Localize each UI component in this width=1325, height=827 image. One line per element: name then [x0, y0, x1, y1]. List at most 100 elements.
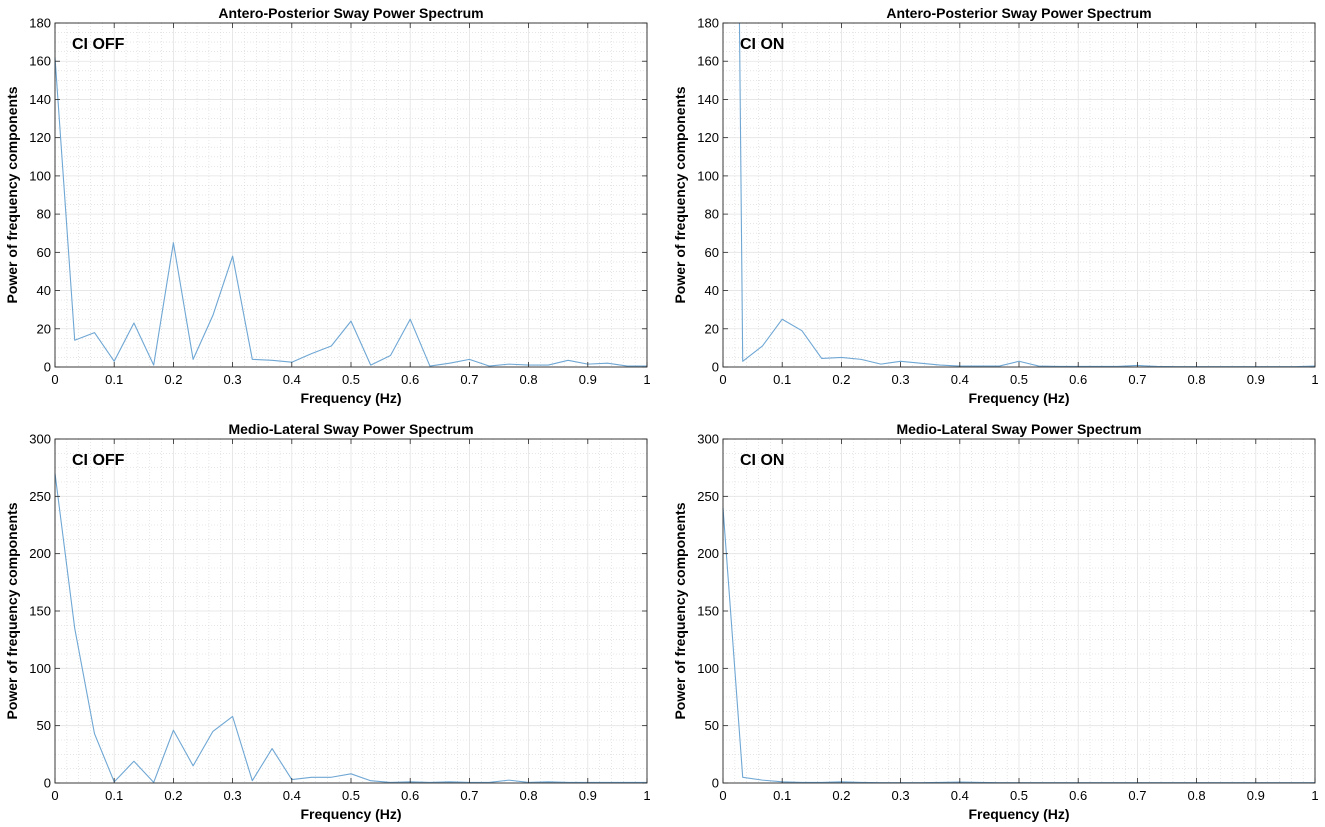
panel-ap-ci-on: 0 0.1 0.2 0.3 0.4 0.5 0.6 0.7 0.8 0.9 1 0 20 40 60 80 10… — [672, 5, 1319, 406]
x-axis-label: Frequency (Hz) — [300, 390, 401, 406]
y-tick-label: 100 — [29, 661, 51, 676]
condition-annotation: CI OFF — [72, 452, 125, 469]
x-tick-label: 1 — [643, 788, 650, 803]
y-tick-label: 300 — [697, 432, 719, 447]
y-tick-label: 120 — [29, 130, 51, 145]
y-tick-label: 200 — [697, 546, 719, 561]
y-tick-label: 100 — [697, 661, 719, 676]
x-tick-label: 0.8 — [520, 372, 538, 387]
y-tick-label: 0 — [44, 776, 51, 791]
x-tick-label: 0.6 — [1069, 372, 1087, 387]
x-tick-label: 0.9 — [1247, 788, 1265, 803]
y-tick-label: 0 — [712, 360, 719, 375]
x-tick-label: 0.6 — [1069, 788, 1087, 803]
series-line — [54, 473, 647, 783]
y-tick-label: 160 — [697, 54, 719, 69]
y-axis-label: Power of frequency components — [4, 502, 20, 719]
x-tick-label: 0.7 — [1128, 788, 1146, 803]
chart-title: Medio-Lateral Sway Power Spectrum — [228, 421, 473, 437]
x-tick-label: 0.2 — [832, 788, 850, 803]
x-tick-label: 0.8 — [1188, 372, 1206, 387]
y-axis-label: Power of frequency components — [4, 86, 20, 303]
chart-title: Medio-Lateral Sway Power Spectrum — [896, 421, 1141, 437]
x-tick-label: 0.5 — [342, 788, 360, 803]
panel-ml-ci-off: 0 0.1 0.2 0.3 0.4 0.5 0.6 0.7 0.8 0.9 1 0 50 100 150 20… — [4, 421, 651, 822]
x-tick-label: 0.5 — [1010, 788, 1028, 803]
x-tick-label: 1 — [1311, 788, 1318, 803]
y-tick-label: 180 — [29, 16, 51, 31]
y-tick-label: 250 — [697, 489, 719, 504]
y-axis-label: Power of frequency components — [672, 86, 688, 303]
x-tick-label: 0.1 — [773, 788, 791, 803]
x-tick-label: 0.4 — [951, 372, 969, 387]
y-tick-label: 50 — [37, 718, 51, 733]
y-tick-label: 150 — [697, 604, 719, 619]
condition-annotation: CI OFF — [72, 36, 125, 53]
x-tick-label: 0.9 — [579, 372, 597, 387]
y-tick-label: 50 — [705, 718, 719, 733]
y-tick-label: 200 — [29, 546, 51, 561]
x-tick-label: 0.4 — [283, 372, 301, 387]
x-tick-label: 0.9 — [579, 788, 597, 803]
y-tick-label: 80 — [37, 207, 51, 222]
x-tick-label: 0.1 — [105, 372, 123, 387]
x-tick-label: 0.3 — [892, 788, 910, 803]
x-axis-label: Frequency (Hz) — [968, 806, 1069, 822]
x-tick-label: 0.7 — [460, 788, 478, 803]
x-tick-label: 0.2 — [832, 372, 850, 387]
x-tick-label: 0 — [51, 372, 58, 387]
x-tick-label: 0.5 — [1010, 372, 1028, 387]
x-tick-label: 0 — [719, 372, 726, 387]
y-tick-label: 40 — [705, 283, 719, 298]
y-tick-label: 0 — [712, 776, 719, 791]
x-tick-label: 1 — [1311, 372, 1318, 387]
series-line — [54, 57, 647, 367]
y-tick-label: 20 — [705, 321, 719, 336]
y-tick-label: 150 — [29, 604, 51, 619]
y-tick-label: 300 — [29, 432, 51, 447]
x-tick-label: 0.3 — [224, 372, 242, 387]
y-tick-label: 0 — [44, 360, 51, 375]
y-tick-label: 140 — [697, 92, 719, 107]
x-tick-label: 0.7 — [1128, 372, 1146, 387]
chart-title: Antero-Posterior Sway Power Spectrum — [886, 5, 1151, 21]
x-tick-label: 0.3 — [892, 372, 910, 387]
y-axis-label: Power of frequency components — [672, 502, 688, 719]
x-axis-label: Frequency (Hz) — [968, 390, 1069, 406]
panel-ap-ci-off: 0 0.1 0.2 0.3 0.4 0.5 0.6 0.7 0.8 0.9 1 0 20 40 60 80 10… — [4, 5, 651, 406]
x-tick-label: 0 — [51, 788, 58, 803]
x-tick-label: 0.2 — [164, 788, 182, 803]
x-tick-label: 0 — [719, 788, 726, 803]
y-tick-label: 120 — [697, 130, 719, 145]
y-tick-label: 40 — [37, 283, 51, 298]
x-tick-label: 0.5 — [342, 372, 360, 387]
x-tick-label: 0.3 — [224, 788, 242, 803]
x-tick-label: 0.7 — [460, 372, 478, 387]
chart-title: Antero-Posterior Sway Power Spectrum — [218, 5, 483, 21]
x-tick-label: 0.6 — [401, 372, 419, 387]
x-tick-label: 0.2 — [164, 372, 182, 387]
y-tick-label: 180 — [697, 16, 719, 31]
condition-annotation: CI ON — [740, 452, 784, 469]
x-tick-label: 0.1 — [773, 372, 791, 387]
condition-annotation: CI ON — [740, 36, 784, 53]
x-tick-label: 0.9 — [1247, 372, 1265, 387]
y-tick-label: 20 — [37, 321, 51, 336]
y-tick-label: 160 — [29, 54, 51, 69]
x-tick-label: 1 — [643, 372, 650, 387]
x-tick-label: 0.6 — [401, 788, 419, 803]
y-tick-label: 60 — [37, 245, 51, 260]
x-tick-label: 0.1 — [105, 788, 123, 803]
x-tick-label: 0.8 — [520, 788, 538, 803]
x-tick-label: 0.8 — [1188, 788, 1206, 803]
panel-ml-ci-on: 0 0.1 0.2 0.3 0.4 0.5 0.6 0.7 0.8 0.9 1 0 50 100 150 20… — [672, 421, 1319, 822]
y-tick-label: 80 — [705, 207, 719, 222]
y-tick-label: 100 — [29, 168, 51, 183]
y-tick-label: 60 — [705, 245, 719, 260]
x-tick-label: 0.4 — [951, 788, 969, 803]
y-tick-label: 100 — [697, 168, 719, 183]
x-tick-label: 0.4 — [283, 788, 301, 803]
y-tick-label: 140 — [29, 92, 51, 107]
x-axis-label: Frequency (Hz) — [300, 806, 401, 822]
